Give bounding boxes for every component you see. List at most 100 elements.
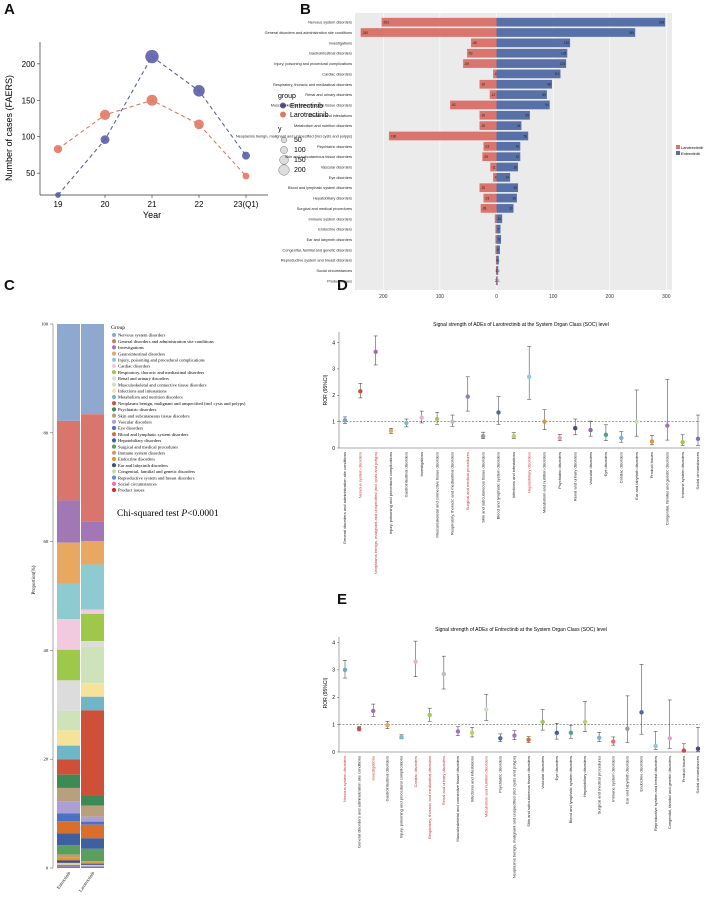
panel-a-point-larotrectinib	[99, 109, 111, 120]
panel-b-category-label: Ear and labyrinth disorders	[307, 238, 352, 242]
panel-b-bar-larotrectinib	[495, 235, 497, 244]
panel-e-point	[596, 735, 602, 740]
panel-b-category-label: Nervous system disorders	[308, 21, 352, 25]
panel-b-bar-value-label: 89	[542, 93, 546, 97]
panel-d-category-label: Musculoskeletal and connective tissue di…	[434, 452, 439, 538]
panel-c-legend-swatch	[111, 351, 117, 356]
panel-b-bar-entrectinib	[496, 214, 503, 224]
panel-c-segment	[57, 860, 80, 863]
panel-b-bar-larotrectinib	[388, 131, 497, 141]
panel-e-title: Signal strength of ADEs of Entrectinib a…	[435, 627, 607, 633]
panel-c-legend-swatch	[111, 463, 117, 468]
panel-b-category-label: Blood and lymphatic system disorders	[288, 186, 352, 190]
panel-b-bar-larotrectinib	[480, 204, 497, 213]
panel-c-segment	[57, 845, 80, 855]
panel-b-bar-larotrectinib	[467, 48, 497, 58]
panel-a-legend-group-title: group	[278, 93, 296, 100]
panel-b-bar-larotrectinib	[360, 28, 497, 37]
panel-c-segment	[81, 521, 104, 541]
panel-d-point	[603, 432, 609, 438]
panel-b-category-label: Musculoskeletal and connective tissue di…	[271, 103, 352, 107]
panel-b-category-label: Congenital, familial and genetic disorde…	[283, 248, 353, 252]
panel-e-point	[681, 748, 687, 753]
panel-d-point	[434, 416, 440, 422]
panel-c-legend-label: Product issues	[118, 488, 145, 493]
panel-b-bar-entrectinib	[496, 255, 499, 265]
panel-e-category-label: Respiratory, thoracic and mediastinal di…	[427, 756, 432, 839]
panel-c-segment	[81, 683, 104, 697]
panel-c-category-label: Larotrectinib	[78, 870, 96, 893]
panel-a-xtick-label: 22	[195, 200, 204, 209]
panel-c-segment	[57, 867, 80, 868]
panel-b-category-label: Skin and subcutaneous tissue disorders	[285, 155, 352, 159]
panel-d-category-label: Immune system disorders	[680, 452, 685, 498]
panel-b-bar-larotrectinib	[483, 193, 497, 203]
panel-c-segment	[57, 833, 80, 846]
panel-d-ylabel: ROR (95%CI)	[323, 374, 329, 405]
panel-c-ytick-label: 0	[46, 866, 49, 871]
panel-a-legend-size-circle	[278, 164, 290, 176]
panel-b-xtick-label: 0	[495, 294, 498, 300]
panel-c-segment	[57, 854, 80, 858]
panel-d-category-label: Congenital, familial and genetic disorde…	[665, 452, 670, 525]
panel-b-bar-entrectinib	[496, 266, 499, 275]
panel-c-legend-label: Immune system disorders	[118, 451, 165, 456]
panel-b-bar-value-label: -1	[497, 269, 500, 273]
panel-c-segment	[57, 730, 80, 746]
panel-b-bar-larotrectinib	[479, 121, 497, 130]
panel-b-category-label: Injury, poisoning and procedural complic…	[274, 62, 352, 66]
panel-b-bar-value-label: -203	[383, 20, 390, 24]
panel-b-category-label: Endocrine disorders	[318, 228, 352, 232]
panel-b-bar-larotrectinib	[495, 276, 497, 286]
panel-d-point	[573, 426, 578, 431]
panel-b-bar-entrectinib	[496, 121, 522, 130]
panel-a-ylabel: Number of cases (FAERS)	[4, 75, 14, 181]
panel-c-legend-label: Respiratory, thoracic and mediastinal di…	[118, 370, 205, 376]
panel-b-bar-larotrectinib	[495, 255, 497, 265]
panel-b-bar-value-label: 36	[512, 196, 516, 200]
panel-b-bar-entrectinib	[496, 28, 636, 37]
panel-b-bar-larotrectinib	[479, 110, 497, 120]
panel-d-point	[342, 418, 348, 423]
panel-c-segment	[57, 864, 80, 867]
panel-a-legend-size-circle	[280, 136, 288, 144]
panel-c-ytick-label: 60	[44, 539, 49, 544]
panel-c-segment	[81, 324, 104, 415]
panel-c-segment	[81, 861, 104, 863]
panel-b-bar-entrectinib	[496, 276, 498, 286]
panel-c-segment	[57, 857, 80, 861]
panel-c-chi-annotation: Chi-squared test P<0.0001	[117, 509, 219, 519]
panel-e-point	[455, 729, 461, 734]
panel-a-legend-size-50: 50	[294, 137, 302, 144]
panel-b-bar-value-label: 2	[495, 279, 497, 283]
panel-b-bar-value-label: 125	[561, 52, 567, 56]
panel-c-legend-label: Eye disorders	[118, 426, 143, 431]
panel-d-category-label: Social circumstances	[695, 452, 700, 490]
panel-e-category-label: Infections and infestations	[469, 756, 474, 802]
panel-b-bar-value-label: 56	[524, 134, 528, 138]
panel-c-category-label: Entrectinib	[56, 870, 72, 890]
panel-e-point	[399, 734, 404, 740]
panel-a-letter: A	[4, 1, 15, 18]
panel-d-category-label: General disorders and administration sit…	[342, 452, 347, 544]
panel-d-category-label: Ear and labyrinth disorders	[634, 452, 639, 500]
panel-c-legend-swatch	[111, 432, 117, 437]
panel-a-point-larotrectinib	[242, 172, 250, 180]
panel-c-legend-label: Congenital, familial and genetic disorde…	[118, 469, 195, 475]
panel-b-bar-larotrectinib	[471, 38, 497, 48]
panel-b-bar-larotrectinib	[381, 17, 497, 27]
panel-c-segment	[57, 500, 80, 543]
panel-c-segment	[81, 864, 104, 867]
panel-b-bar-entrectinib	[496, 59, 567, 68]
panel-b-category-label: Eye disorders	[329, 176, 352, 180]
panel-b-bar-value-label: -6	[494, 176, 497, 180]
panel-c-ytick-label: 40	[44, 648, 49, 653]
panel-b-category-label: Neoplasms benign, malignant and unspecif…	[236, 134, 353, 138]
panel-b-bar-value-label: 7	[498, 227, 500, 231]
panel-c-legend-swatch	[111, 332, 117, 338]
panel-e-point	[371, 708, 376, 714]
panel-b-bar-value-label: -190	[390, 134, 397, 138]
panel-a-xtick-label: 20	[101, 200, 110, 209]
panel-d-ror-chart: Signal strength of ADEs of Larotrectinib…	[323, 322, 701, 574]
panel-e-point	[695, 746, 701, 751]
